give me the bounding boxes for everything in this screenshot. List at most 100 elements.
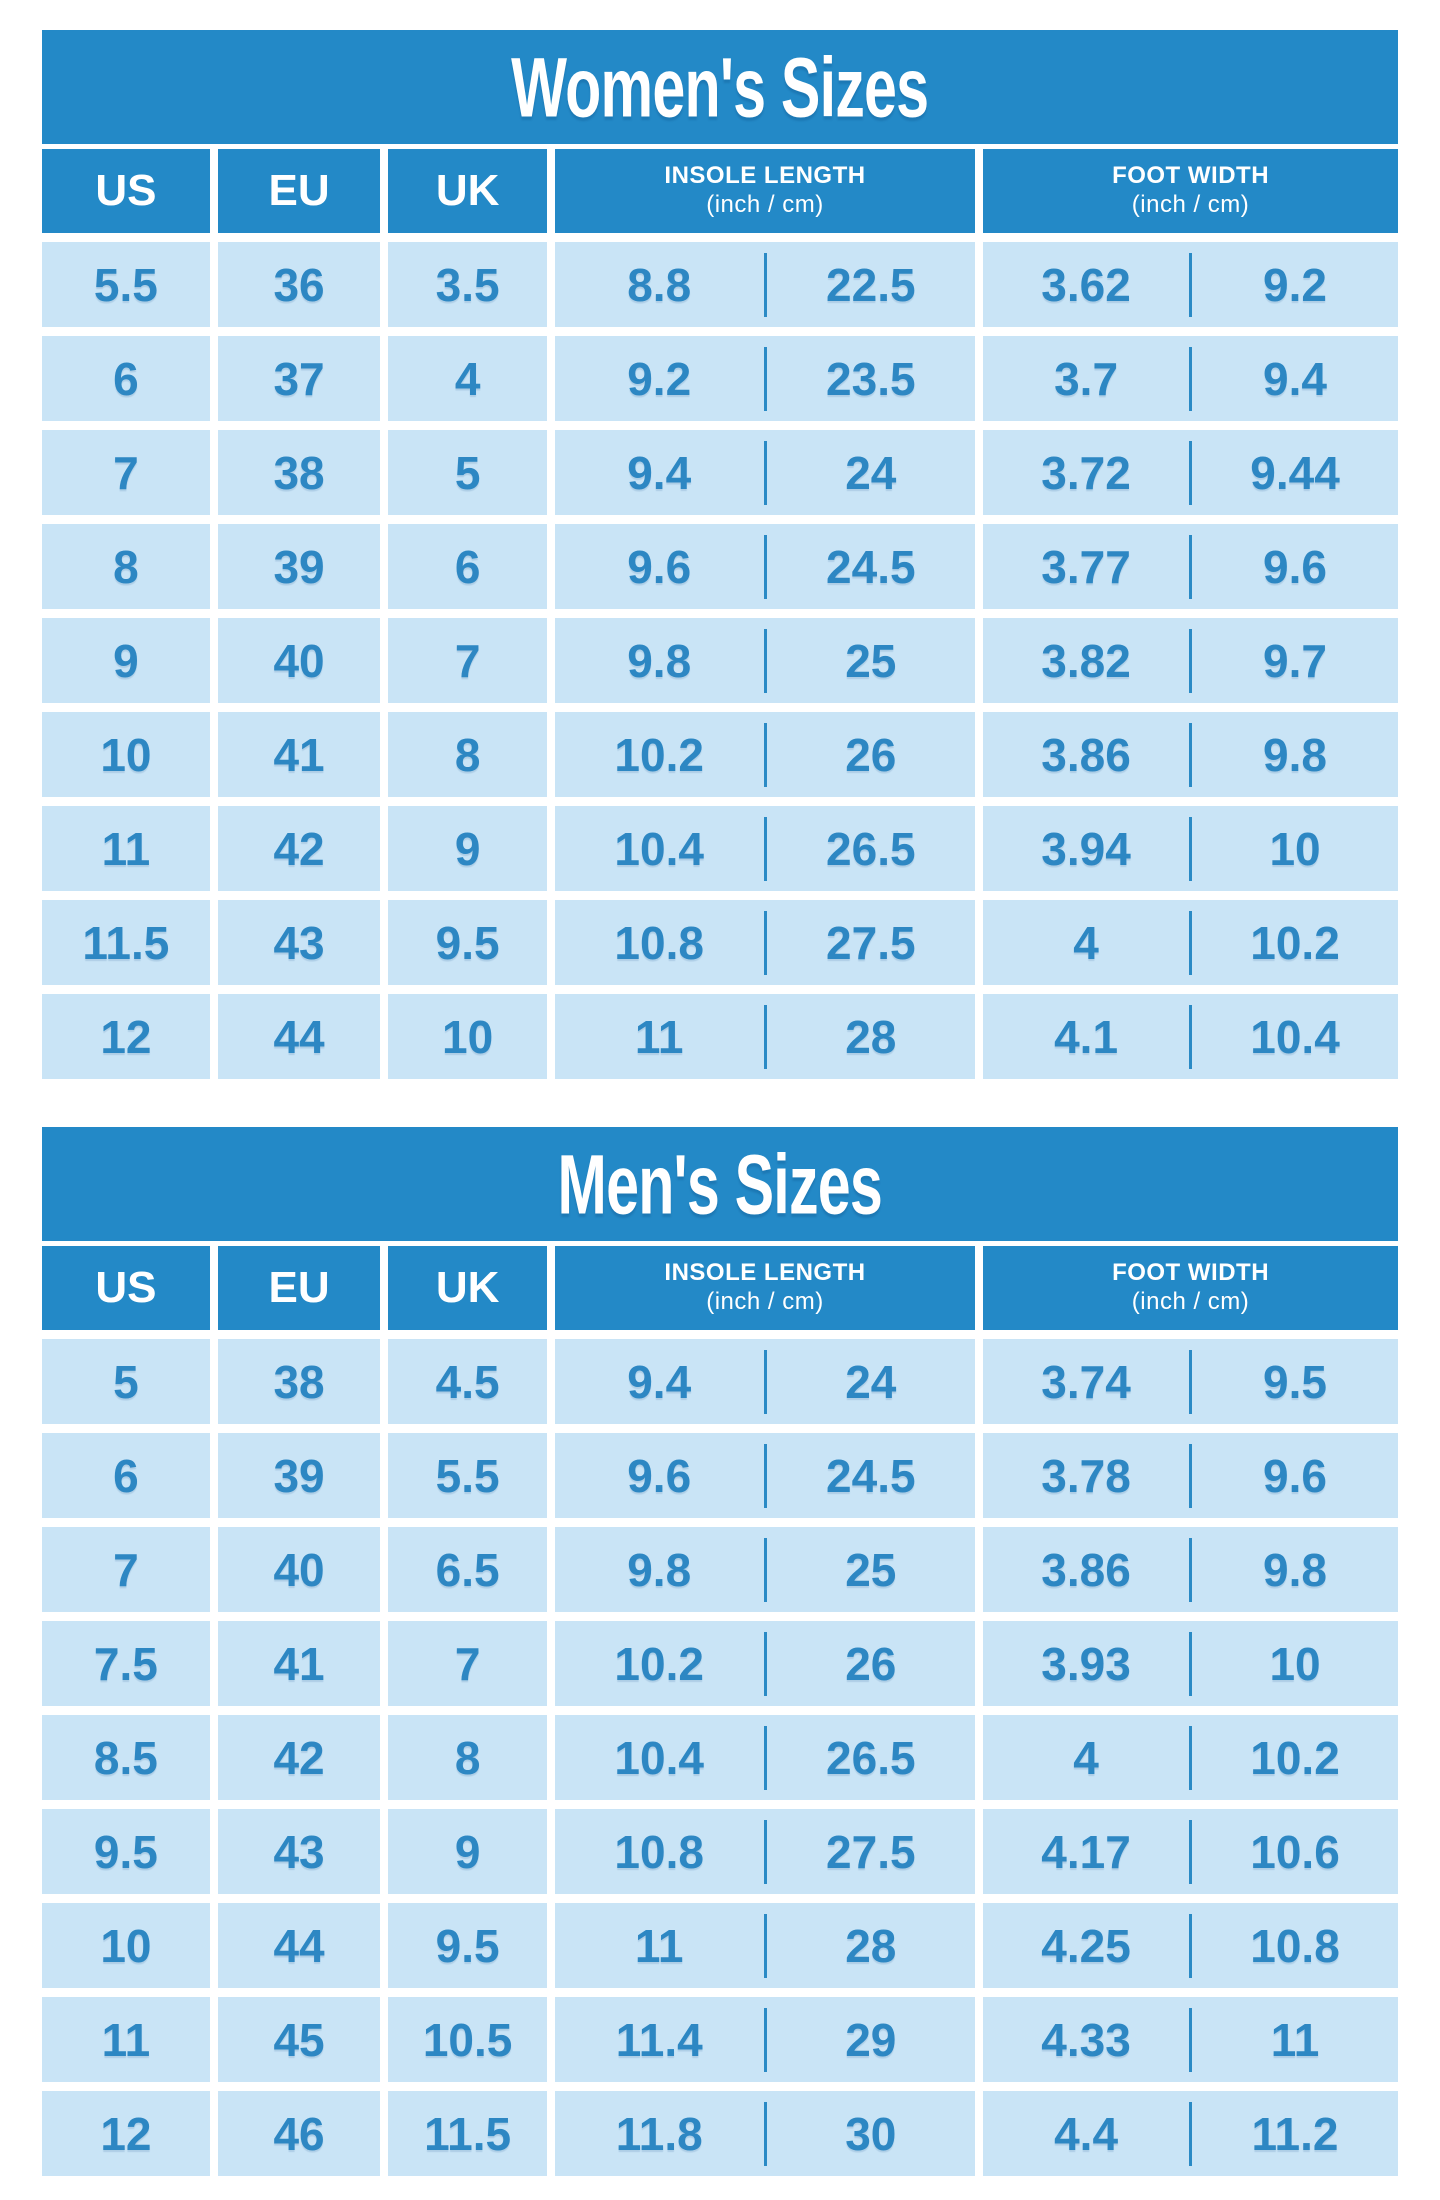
- mens-size-table: Men's Sizes US EU UK INSOLE LENGTH (inch…: [42, 1127, 1398, 2176]
- value-divider: [1189, 440, 1193, 505]
- uk-size-cell: 5: [388, 430, 547, 515]
- column-header-uk: UK: [388, 149, 547, 233]
- us-size-cell: 5: [42, 1339, 210, 1424]
- foot-width-cm-value: 9.6: [1263, 1449, 1327, 1502]
- uk-size-cell: 9.5: [388, 1903, 547, 1988]
- value-divider: [1189, 816, 1193, 881]
- uk-size-cell: 3.5: [388, 242, 547, 327]
- foot-width-cm-value: 9.8: [1263, 728, 1327, 781]
- insole-length-cell: 9.8 25: [554, 618, 976, 703]
- insole-length-cell: 9.6 24.5: [554, 524, 976, 609]
- us-size-cell: 12: [42, 2091, 210, 2176]
- eu-size-cell: 40: [217, 618, 381, 703]
- foot-width-cm-value: 9.4: [1263, 352, 1327, 405]
- eu-size-cell: 39: [217, 524, 381, 609]
- foot-width-cm-value: 9.8: [1263, 1543, 1327, 1596]
- us-size-cell: 9: [42, 618, 210, 703]
- value-divider: [1189, 2007, 1193, 2072]
- foot-width-inch-value: 3.94: [1041, 822, 1131, 875]
- foot-width-inch-value: 3.72: [1041, 446, 1131, 499]
- value-divider: [763, 722, 767, 787]
- uk-size-cell: 4: [388, 336, 547, 421]
- insole-length-unit: (inch / cm): [706, 1288, 824, 1315]
- insole-length-cell: 10.2 26: [554, 712, 976, 797]
- eu-size-cell: 40: [217, 1527, 381, 1612]
- foot-width-cm-value: 9.6: [1263, 540, 1327, 593]
- foot-width-cell: 3.74 9.5: [983, 1339, 1398, 1424]
- foot-width-cm-value: 10: [1269, 822, 1321, 875]
- us-size-cell: 11: [42, 806, 210, 891]
- insole-inch-value: 9.2: [627, 352, 692, 405]
- insole-inch-value: 11: [634, 1010, 684, 1063]
- insole-cm-value: 27.5: [826, 1825, 916, 1878]
- eu-size-cell: 46: [217, 2091, 381, 2176]
- foot-width-inch-value: 3.93: [1041, 1637, 1131, 1690]
- insole-inch-value: 9.8: [627, 1543, 692, 1596]
- insole-cm-value: 27.5: [826, 916, 916, 969]
- foot-width-inch-value: 4.25: [1041, 1919, 1131, 1972]
- foot-width-inch-value: 4.4: [1054, 2107, 1119, 2160]
- uk-size-cell: 10: [388, 994, 547, 1079]
- insole-length-cell: 9.4 24: [554, 430, 976, 515]
- value-divider: [763, 1631, 767, 1696]
- foot-width-cm-value: 9.5: [1263, 1355, 1327, 1408]
- value-divider: [1189, 252, 1193, 317]
- foot-width-cell: 3.94 10: [983, 806, 1398, 891]
- foot-width-cell: 4.4 11.2: [983, 2091, 1398, 2176]
- foot-width-unit: (inch / cm): [1131, 191, 1250, 218]
- us-size-cell: 7.5: [42, 1621, 210, 1706]
- value-divider: [763, 816, 767, 881]
- insole-inch-value: 9.8: [627, 634, 692, 687]
- uk-size-cell: 9: [388, 806, 547, 891]
- insole-inch-value: 10.2: [614, 1637, 704, 1690]
- insole-cm-value: 24: [845, 1355, 897, 1408]
- eu-size-cell: 38: [217, 1339, 381, 1424]
- insole-length-cell: 11.8 30: [554, 2091, 976, 2176]
- insole-cm-value: 24.5: [826, 540, 916, 593]
- value-divider: [763, 2007, 767, 2072]
- value-divider: [1189, 722, 1193, 787]
- foot-width-cell: 3.82 9.7: [983, 618, 1398, 703]
- us-size-cell: 6: [42, 1433, 210, 1518]
- foot-width-cell: 4.25 10.8: [983, 1903, 1398, 1988]
- foot-width-inch-value: 3.74: [1041, 1355, 1131, 1408]
- foot-width-cell: 3.77 9.6: [983, 524, 1398, 609]
- foot-width-inch-value: 4: [1073, 1731, 1099, 1784]
- foot-width-inch-value: 4: [1073, 916, 1099, 969]
- foot-width-cm-value: 11.2: [1251, 2107, 1339, 2160]
- column-header-eu: EU: [217, 149, 381, 233]
- eu-size-cell: 37: [217, 336, 381, 421]
- value-divider: [763, 1443, 767, 1508]
- foot-width-cm-value: 10.2: [1250, 916, 1340, 969]
- foot-width-cell: 4.1 10.4: [983, 994, 1398, 1079]
- womens-table-title: Women's Sizes: [511, 39, 929, 135]
- uk-size-cell: 10.5: [388, 1997, 547, 2082]
- insole-inch-value: 9.4: [627, 446, 692, 499]
- column-header-foot-width: FOOT WIDTH (inch / cm): [983, 1246, 1398, 1330]
- foot-width-cm-value: 9.44: [1250, 446, 1340, 499]
- foot-width-cell: 3.72 9.44: [983, 430, 1398, 515]
- column-header-foot-width: FOOT WIDTH (inch / cm): [983, 149, 1398, 233]
- foot-width-inch-value: 4.33: [1041, 2013, 1131, 2066]
- value-divider: [763, 1004, 767, 1069]
- value-divider: [1189, 1349, 1193, 1414]
- us-size-cell: 8.5: [42, 1715, 210, 1800]
- insole-length-cell: 10.8 27.5: [554, 900, 976, 985]
- womens-size-grid: US EU UK INSOLE LENGTH (inch / cm) FOOT …: [42, 149, 1398, 1079]
- insole-inch-value: 9.6: [627, 540, 692, 593]
- womens-size-table: Women's Sizes US EU UK INSOLE LENGTH (in…: [42, 30, 1398, 1079]
- insole-inch-value: 9.6: [627, 1449, 692, 1502]
- insole-cm-value: 24: [845, 446, 897, 499]
- uk-size-cell: 7: [388, 618, 547, 703]
- eu-size-cell: 42: [217, 806, 381, 891]
- us-size-cell: 5.5: [42, 242, 210, 327]
- insole-length-cell: 11 28: [554, 994, 976, 1079]
- insole-cm-value: 22.5: [826, 258, 916, 311]
- value-divider: [1189, 1631, 1193, 1696]
- eu-size-cell: 44: [217, 994, 381, 1079]
- foot-width-label: FOOT WIDTH: [1112, 1259, 1270, 1287]
- us-size-cell: 7: [42, 430, 210, 515]
- value-divider: [763, 252, 767, 317]
- eu-size-cell: 43: [217, 900, 381, 985]
- insole-inch-value: 10.4: [614, 1731, 704, 1784]
